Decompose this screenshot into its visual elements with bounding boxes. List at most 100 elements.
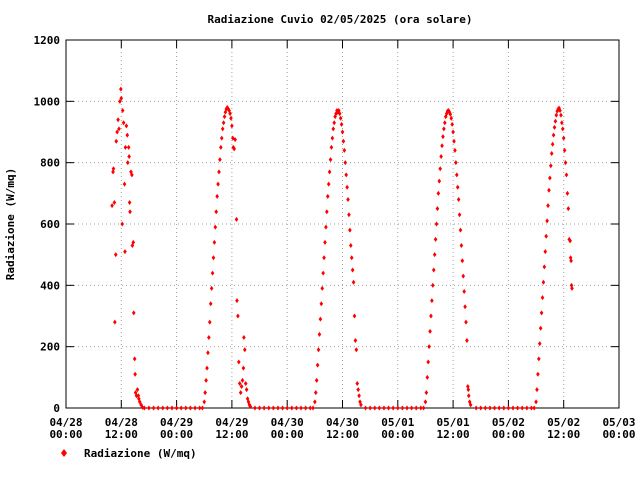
- data-point: [431, 282, 435, 288]
- data-point: [466, 387, 471, 393]
- data-point: [294, 405, 299, 411]
- data-point: [290, 405, 294, 411]
- data-point: [217, 169, 221, 175]
- data-point: [345, 184, 349, 190]
- data-point: [537, 356, 541, 362]
- data-point: [151, 405, 156, 411]
- data-point: [339, 121, 344, 127]
- data-point: [321, 270, 325, 276]
- data-point: [237, 380, 242, 386]
- data-point: [391, 405, 395, 411]
- data-point: [220, 126, 225, 132]
- data-point: [322, 255, 326, 261]
- data-point: [382, 405, 386, 411]
- data-point: [276, 405, 280, 411]
- data-point: [550, 141, 555, 147]
- data-point: [325, 209, 329, 215]
- data-point: [160, 405, 165, 411]
- data-point: [441, 134, 445, 140]
- data-point: [219, 144, 223, 150]
- data-point: [506, 405, 511, 411]
- data-point: [206, 350, 210, 356]
- x-tick-label-time: 12:00: [326, 428, 359, 441]
- data-point: [128, 209, 132, 215]
- data-point: [346, 196, 350, 202]
- data-point: [331, 126, 336, 132]
- data-point: [462, 288, 466, 294]
- data-point: [125, 132, 130, 138]
- data-point: [313, 399, 317, 405]
- x-tick-label-date: 04/30: [271, 416, 304, 429]
- data-point: [569, 258, 573, 264]
- x-tick-label-date: 04/29: [215, 416, 248, 429]
- data-point: [548, 163, 553, 169]
- data-point: [124, 123, 129, 129]
- data-point: [356, 387, 360, 393]
- data-point: [559, 112, 563, 118]
- data-point: [448, 111, 453, 117]
- data-point: [554, 112, 559, 118]
- data-point: [359, 402, 363, 408]
- data-point: [197, 405, 202, 411]
- data-point: [207, 334, 211, 340]
- data-point: [316, 347, 321, 353]
- data-point: [520, 405, 525, 411]
- data-point: [130, 242, 135, 248]
- data-point: [560, 126, 565, 132]
- data-point: [123, 144, 128, 150]
- data-point: [560, 120, 564, 126]
- data-point: [240, 377, 245, 383]
- data-point: [227, 108, 231, 114]
- data-point: [170, 405, 174, 411]
- data-point: [111, 166, 116, 172]
- data-point: [241, 365, 246, 371]
- data-point: [125, 160, 130, 166]
- data-point: [326, 181, 331, 187]
- data-point: [140, 404, 145, 410]
- data-point: [134, 393, 139, 399]
- data-point: [424, 390, 429, 396]
- data-point: [558, 108, 562, 114]
- data-point: [211, 255, 216, 261]
- grid-lines: [66, 40, 619, 408]
- data-point: [443, 120, 447, 126]
- data-point: [139, 402, 143, 408]
- x-tick-label-date: 04/30: [326, 416, 359, 429]
- data-point: [400, 405, 405, 411]
- data-point: [332, 120, 337, 126]
- y-tick-label: 400: [40, 279, 60, 292]
- data-point: [315, 362, 320, 368]
- data-point: [354, 347, 359, 353]
- x-tick-label-date: 04/29: [160, 416, 193, 429]
- data-point: [459, 242, 464, 248]
- data-point: [119, 95, 124, 101]
- data-point: [232, 146, 237, 152]
- data-point: [132, 356, 137, 362]
- legend: Radiazione (W/mq): [61, 447, 197, 460]
- data-point: [557, 105, 561, 111]
- data-point: [363, 405, 368, 411]
- data-point: [123, 249, 127, 255]
- data-point: [386, 405, 391, 411]
- x-tick-label-time: 00:00: [381, 428, 414, 441]
- data-point: [536, 371, 540, 377]
- data-point: [228, 111, 232, 117]
- y-tick-label: 1200: [34, 34, 61, 47]
- data-point: [437, 178, 442, 184]
- data-point: [350, 267, 355, 273]
- data-point: [231, 135, 235, 141]
- data-point: [543, 249, 548, 255]
- data-point: [342, 147, 347, 153]
- data-point: [243, 380, 248, 386]
- data-point: [463, 304, 467, 310]
- data-point: [341, 138, 346, 144]
- x-tick-label-time: 12:00: [437, 428, 470, 441]
- data-point: [129, 169, 133, 175]
- data-point: [535, 387, 539, 393]
- data-point: [127, 200, 132, 206]
- data-point: [113, 319, 117, 325]
- data-point: [266, 405, 271, 411]
- y-axis-label: Radiazione (W/mq): [4, 168, 17, 281]
- data-point: [202, 399, 207, 405]
- data-point: [303, 405, 308, 411]
